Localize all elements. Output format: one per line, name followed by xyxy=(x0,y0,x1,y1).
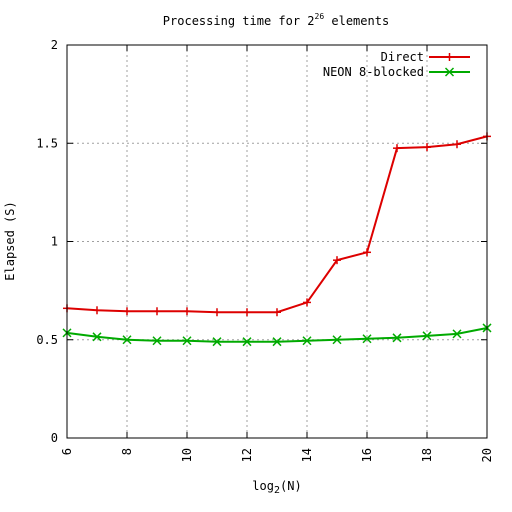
y-tick-label: 1 xyxy=(51,235,58,249)
series-2-point xyxy=(422,331,432,341)
y-tick-label: 2 xyxy=(51,38,58,52)
x-tick-label: 8 xyxy=(120,448,134,455)
series-2-point xyxy=(332,335,342,345)
chart-title: Processing time for 226 elements xyxy=(163,12,389,28)
series-1-point xyxy=(423,143,431,152)
x-tick-label: 16 xyxy=(360,448,374,462)
series-1-point xyxy=(393,144,401,153)
series-line-1 xyxy=(66,135,488,314)
series-1-point xyxy=(123,307,131,316)
legend-marker-1 xyxy=(445,53,454,61)
y-tick-label: 1.5 xyxy=(36,136,58,150)
x-axis-label-suffix: (N) xyxy=(280,479,302,493)
y-tick-label: 0 xyxy=(51,431,58,445)
series-layer xyxy=(62,132,492,347)
x-axis-label: log2(N) xyxy=(252,479,301,496)
series-1-point xyxy=(93,306,101,315)
series-1-point xyxy=(453,140,461,149)
x-axis-label-subscript: 2 xyxy=(274,485,280,496)
series-2-point xyxy=(452,329,462,339)
x-tick-label: 20 xyxy=(480,448,494,462)
series-1-point xyxy=(333,256,341,265)
series-2-point xyxy=(182,336,192,346)
series-2-point xyxy=(362,334,372,344)
x-tick-label: 14 xyxy=(300,448,314,462)
series-2-point xyxy=(92,332,102,342)
chart-title-prefix: Processing time for 2 xyxy=(163,14,315,28)
series-1-point xyxy=(363,248,371,257)
series-2-point xyxy=(152,336,162,346)
x-axis-label-prefix: log xyxy=(252,479,274,493)
x-tick-label: 6 xyxy=(60,448,74,455)
y-axis-label: Elapsed (S) xyxy=(3,201,17,280)
series-2-point xyxy=(392,333,402,343)
x-tick-label: 10 xyxy=(180,448,194,462)
chart-title-exponent: 26 xyxy=(315,12,325,21)
legend-label-2: NEON 8-blocked xyxy=(323,65,424,79)
series-2-point xyxy=(242,337,252,347)
series-2-point xyxy=(122,335,132,345)
plot-border xyxy=(66,44,488,439)
series-1-point xyxy=(213,308,221,317)
legend-marker-2 xyxy=(444,67,455,77)
grid-layer xyxy=(67,45,487,438)
series-1-point xyxy=(303,298,311,307)
series-1-point xyxy=(153,307,161,316)
tick-layer: 0 0.5 1 1.5 2 6 8 10 12 14 16 18 20 xyxy=(36,38,494,462)
series-2-point xyxy=(212,337,222,347)
series-1-point xyxy=(243,308,251,317)
x-tick-label: 18 xyxy=(420,448,434,462)
series-2-point xyxy=(272,337,282,347)
series-1-point xyxy=(183,307,191,316)
chart-title-suffix: elements xyxy=(324,14,389,28)
legend-label-1: Direct xyxy=(381,50,424,64)
series-1-point xyxy=(273,308,281,317)
x-tick-label: 12 xyxy=(240,448,254,462)
series-2-point xyxy=(302,336,312,346)
y-tick-label: 0.5 xyxy=(36,333,58,347)
